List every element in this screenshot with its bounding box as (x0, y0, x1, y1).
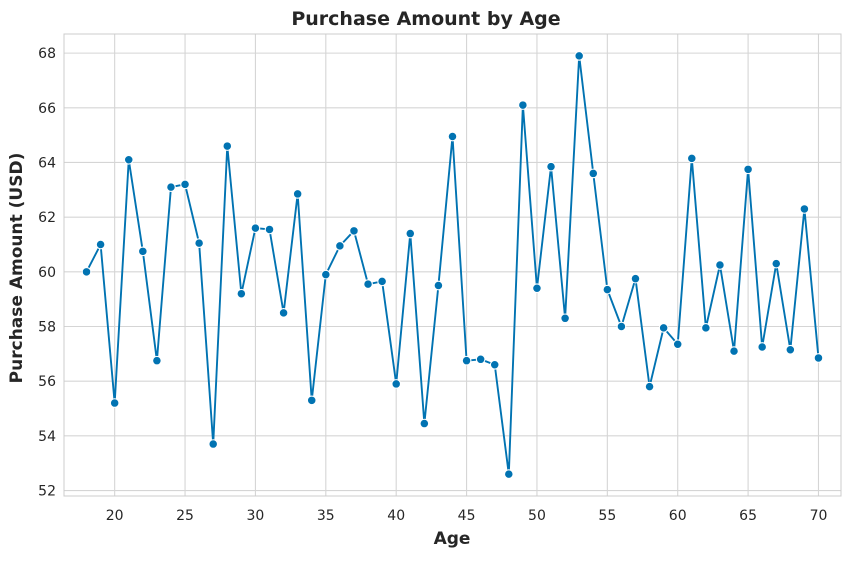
data-point (405, 228, 416, 239)
data-point (391, 379, 402, 389)
data-points (81, 51, 824, 479)
data-point (602, 284, 613, 295)
data-point (672, 339, 683, 350)
data-point (560, 313, 570, 324)
data-point (137, 246, 148, 257)
data-point (729, 346, 739, 356)
data-point (166, 182, 176, 192)
data-point (123, 154, 134, 165)
x-tick-label: 30 (247, 508, 265, 524)
x-tick-label: 25 (176, 508, 194, 524)
data-point (250, 223, 261, 233)
data-point (377, 276, 387, 287)
data-point (588, 168, 599, 179)
data-point (349, 225, 359, 236)
y-tick-label: 60 (38, 265, 56, 281)
data-point (180, 179, 190, 190)
x-tick-label: 55 (598, 508, 616, 524)
x-tick-label: 45 (458, 508, 476, 524)
data-point (475, 354, 486, 365)
data-point (701, 323, 711, 333)
x-tick-label: 70 (810, 508, 828, 524)
y-tick-label: 54 (38, 429, 56, 445)
plot-frame (63, 33, 842, 497)
data-point (222, 141, 233, 151)
y-tick-labels: 52 54 56 58 60 62 64 66 68 (38, 46, 56, 499)
data-point (109, 398, 120, 408)
data-point (518, 100, 528, 110)
x-tick-label: 50 (528, 508, 546, 524)
data-point (433, 280, 444, 291)
chart-title: Purchase Amount by Age (291, 8, 560, 30)
data-point (208, 439, 219, 449)
data-point (658, 323, 669, 333)
data-point (335, 241, 345, 251)
x-tick-label: 40 (387, 508, 405, 524)
data-point (630, 273, 641, 284)
x-tick-labels: 20 25 30 35 40 45 50 55 60 65 70 (106, 508, 828, 524)
data-point (771, 258, 782, 269)
data-point (715, 260, 725, 270)
data-point (799, 204, 810, 214)
y-tick-label: 64 (38, 155, 56, 171)
data-point (447, 131, 458, 142)
data-point (743, 164, 753, 175)
y-tick-label: 66 (38, 101, 56, 117)
data-point (95, 239, 106, 250)
y-tick-label: 68 (38, 46, 56, 62)
data-point (194, 238, 204, 248)
data-point (644, 381, 655, 392)
data-point (278, 307, 289, 318)
data-point (546, 161, 556, 172)
y-tick-label: 58 (38, 320, 56, 336)
data-point (292, 189, 303, 199)
data-point (461, 355, 472, 366)
data-point (236, 288, 247, 299)
x-tick-label: 65 (739, 508, 757, 524)
x-tick-label: 35 (317, 508, 335, 524)
y-tick-label: 52 (38, 484, 56, 500)
y-tick-label: 62 (38, 210, 56, 226)
x-axis-title: Age (434, 529, 471, 549)
data-point (686, 153, 697, 164)
x-tick-label: 60 (669, 508, 687, 524)
data-point (152, 355, 162, 366)
data-point (306, 395, 317, 406)
data-point (785, 344, 796, 355)
data-point (363, 279, 373, 289)
data-point (574, 51, 585, 61)
grid-lines (64, 34, 841, 496)
data-point (813, 353, 824, 363)
data-point (757, 342, 768, 352)
x-tick-label: 20 (106, 508, 124, 524)
y-tick-label: 56 (38, 374, 56, 390)
data-point (503, 469, 514, 479)
data-point (489, 359, 500, 370)
data-point (419, 418, 430, 429)
data-point (81, 266, 92, 277)
data-point (264, 224, 275, 235)
y-axis-title: Purchase Amount (USD) (7, 153, 27, 384)
data-point (616, 321, 627, 332)
data-point (320, 269, 331, 280)
data-point (532, 283, 542, 294)
